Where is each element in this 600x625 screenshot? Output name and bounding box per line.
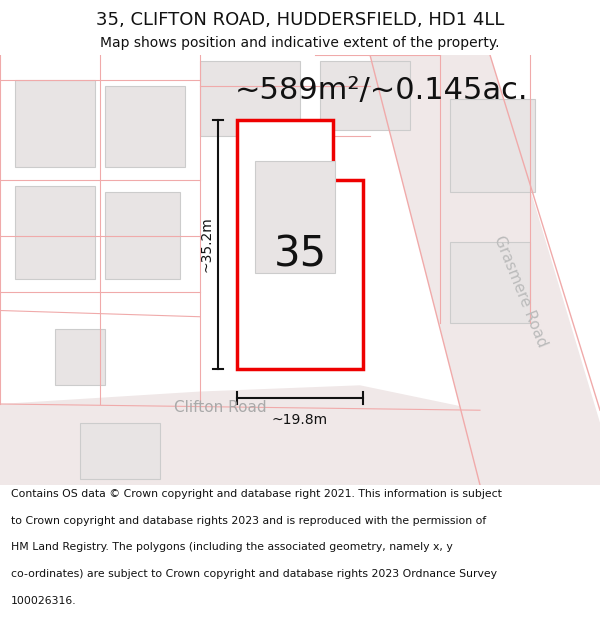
Bar	[200, 61, 300, 136]
Text: ~19.8m: ~19.8m	[272, 412, 328, 427]
Text: 35, CLIFTON ROAD, HUDDERSFIELD, HD1 4LL: 35, CLIFTON ROAD, HUDDERSFIELD, HD1 4LL	[96, 11, 504, 29]
Text: ~589m²/~0.145ac.: ~589m²/~0.145ac.	[235, 76, 529, 105]
Text: 100026316.: 100026316.	[11, 596, 76, 606]
Bar	[15, 186, 95, 279]
Polygon shape	[0, 385, 480, 485]
Bar	[320, 61, 410, 130]
Text: Grasmere Road: Grasmere Road	[491, 234, 549, 350]
Bar	[105, 86, 185, 167]
Bar	[55, 329, 105, 385]
Bar	[450, 242, 530, 323]
Bar	[450, 99, 535, 192]
Polygon shape	[237, 120, 363, 369]
Text: to Crown copyright and database rights 2023 and is reproduced with the permissio: to Crown copyright and database rights 2…	[11, 516, 486, 526]
Polygon shape	[370, 55, 600, 485]
Text: Clifton Road: Clifton Road	[173, 400, 266, 415]
Text: HM Land Registry. The polygons (including the associated geometry, namely x, y: HM Land Registry. The polygons (includin…	[11, 542, 452, 552]
Bar	[15, 80, 95, 167]
Text: 35: 35	[274, 233, 326, 276]
Bar	[105, 192, 180, 279]
Text: Map shows position and indicative extent of the property.: Map shows position and indicative extent…	[100, 36, 500, 50]
Bar	[255, 161, 335, 273]
Text: ~35.2m: ~35.2m	[199, 217, 213, 272]
Text: co-ordinates) are subject to Crown copyright and database rights 2023 Ordnance S: co-ordinates) are subject to Crown copyr…	[11, 569, 497, 579]
Bar	[80, 422, 160, 479]
Text: Contains OS data © Crown copyright and database right 2021. This information is : Contains OS data © Crown copyright and d…	[11, 489, 502, 499]
